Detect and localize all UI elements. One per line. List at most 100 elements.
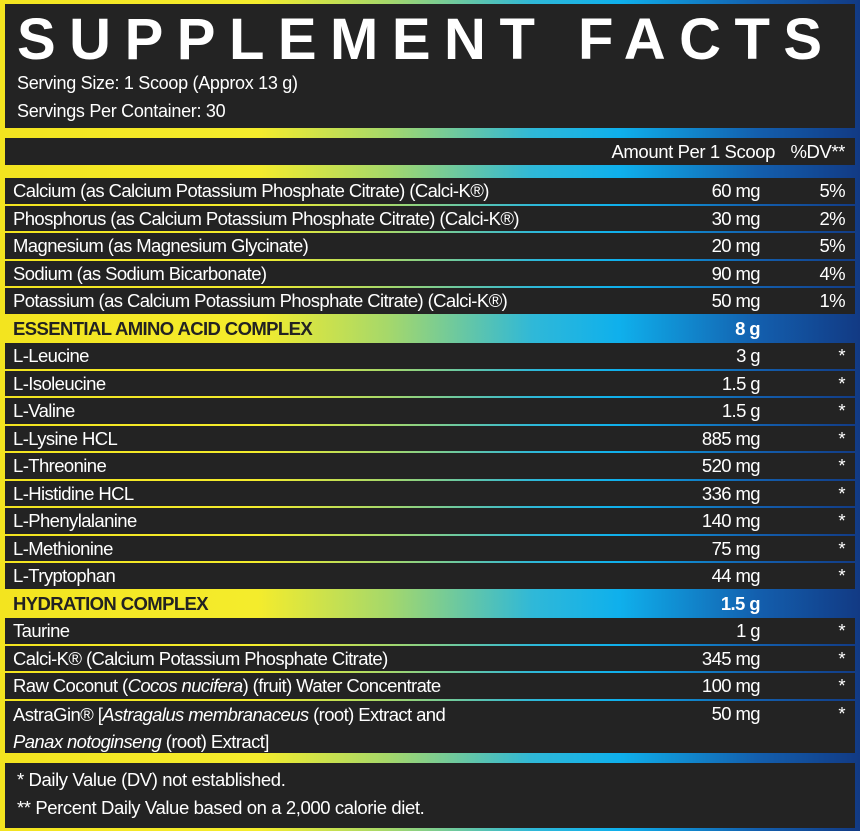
ingredient-name: AstraGin® [Astragalus membranaceus (root… (13, 701, 446, 755)
daily-value: * (838, 345, 845, 366)
amount: 1 g (736, 620, 761, 641)
amount: 44 mg (711, 565, 761, 586)
ingredient-name: Calci-K® (Calcium Potassium Phosphate Ci… (13, 646, 388, 672)
amount: 90 mg (711, 262, 761, 284)
dv-header: %DV** (790, 141, 845, 162)
daily-value: * (838, 675, 845, 696)
amount: 885 mg (701, 427, 761, 449)
latin-name: Cocos nucifera (127, 675, 244, 696)
amount-header: Amount Per 1 Scoop (611, 141, 775, 162)
ingredient-name: Calcium (as Calcium Potassium Phosphate … (13, 178, 489, 204)
amount: 1.5 g (721, 372, 761, 394)
name-segment: Magnesium (as Magnesium Glycinate) (13, 235, 309, 256)
daily-value: * (838, 400, 845, 421)
table-row: Calci-K® (Calcium Potassium Phosphate Ci… (5, 645, 855, 672)
table-row: Magnesium (as Magnesium Glycinate) 20 mg 5… (5, 233, 855, 259)
ingredient-name: Phosphorus (as Calcium Potassium Phospha… (13, 206, 520, 232)
name-segment: (root) Extract] (161, 730, 270, 752)
daily-value: 1% (819, 290, 845, 311)
table-row: L-Methionine 75 mg * (5, 535, 855, 562)
ingredient-name: Taurine (13, 618, 70, 644)
latin-name: Astragalus membranaceus (102, 703, 309, 725)
ingredient-name: L-Threonine (13, 453, 107, 479)
ingredient-name: L-Phenylalanine (13, 508, 137, 534)
name-segment: (root) Extract and (308, 703, 446, 725)
amount: 336 mg (701, 482, 761, 504)
table-row: L-Histidine HCL 336 mg * (5, 480, 855, 507)
name-segment: L-Leucine (13, 345, 89, 366)
latin-name: Panax notoginseng (13, 730, 162, 752)
column-header: Amount Per 1 Scoop %DV** (5, 138, 855, 165)
amount: 1.5 g (721, 400, 761, 421)
name-segment: Taurine (13, 620, 70, 641)
amount: 75 mg (711, 537, 761, 559)
name-segment: ) (fruit) Water Concentrate (242, 675, 442, 696)
name-segment: L-Threonine (13, 455, 107, 476)
daily-value: 4% (819, 262, 845, 284)
footnotes: * Daily Value (DV) not established. ** P… (5, 763, 855, 828)
amount: 60 mg (711, 180, 761, 201)
ingredient-name: L-Tryptophan (13, 563, 116, 589)
amount: 345 mg (701, 647, 761, 669)
name-segment: Phosphorus (as Calcium Potassium Phospha… (13, 207, 520, 229)
table-row: AstraGin® [Astragalus membranaceus (root… (5, 700, 855, 755)
amount: 140 mg (701, 510, 761, 531)
section-amount: 8 g (735, 317, 761, 339)
amount: 30 mg (711, 207, 761, 229)
ingredient-name: L-Valine (13, 398, 75, 424)
name-segment: Calcium (as Calcium Potassium Phosphate … (13, 180, 489, 201)
section-title: HYDRATION COMPLEX (13, 592, 209, 614)
table-row: Taurine 1 g * (5, 618, 855, 644)
amount: 100 mg (701, 675, 761, 696)
name-segment: Sodium (as Sodium Bicarbonate) (13, 262, 267, 284)
table-row: L-Valine 1.5 g * (5, 398, 855, 424)
daily-value: * (838, 482, 845, 504)
daily-value: 5% (819, 180, 845, 201)
section-title: ESSENTIAL AMINO ACID COMPLEX (13, 317, 313, 339)
daily-value: * (838, 372, 845, 394)
section-amount: 1.5 g (720, 592, 761, 614)
daily-value: * (838, 647, 845, 669)
ingredient-name: L-Isoleucine (13, 371, 106, 397)
ingredient-name: L-Methionine (13, 536, 113, 562)
name-segment: L-Methionine (13, 537, 113, 559)
name-segment: L-Valine (13, 400, 75, 421)
daily-value: * (838, 510, 845, 531)
table-row: L-Lysine HCL 885 mg * (5, 425, 855, 451)
ingredient-name: Potassium (as Calcium Potassium Phosphat… (13, 288, 508, 314)
name-segment: L-Phenylalanine (13, 510, 137, 531)
table-row: Potassium (as Calcium Potassium Phosphat… (5, 288, 855, 314)
serving-size: Serving Size: 1 Scoop (Approx 13 g) (17, 73, 298, 93)
daily-value: 2% (819, 207, 845, 229)
daily-value: * (838, 427, 845, 449)
title-box: SUPPLEMENT FACTS Serving Size: 1 Scoop (… (5, 4, 855, 128)
footnote: ** Percent Daily Value based on a 2,000 … (17, 797, 425, 818)
table-row: Sodium (as Sodium Bicarbonate) 90 mg 4% (5, 260, 855, 286)
amount: 50 mg (711, 290, 761, 311)
daily-value: * (838, 565, 845, 586)
ingredient-name: L-Histidine HCL (13, 481, 134, 507)
ingredient-name: L-Leucine (13, 343, 89, 369)
daily-value: * (838, 620, 845, 641)
daily-value: * (838, 537, 845, 559)
table-row: Phosphorus (as Calcium Potassium Phospha… (5, 205, 855, 232)
table-row: L-Leucine 3 g * (5, 343, 855, 369)
name-segment: L-Tryptophan (13, 565, 116, 586)
daily-value: * (838, 702, 845, 724)
table-row: L-Isoleucine 1.5 g * (5, 370, 855, 397)
footnote: * Daily Value (DV) not established. (17, 769, 286, 790)
ingredient-name: Raw Coconut (Cocos nucifera) (fruit) Wat… (13, 673, 441, 699)
daily-value: 5% (819, 235, 845, 256)
name-segment: L-Isoleucine (13, 372, 106, 394)
name-segment: AstraGin® [ (13, 703, 103, 725)
amount: 3 g (736, 345, 761, 366)
amount: 520 mg (701, 455, 761, 476)
name-segment: Potassium (as Calcium Potassium Phosphat… (13, 290, 508, 311)
servings-per-container: Servings Per Container: 30 (17, 101, 226, 121)
page-title: SUPPLEMENT FACTS (17, 7, 836, 72)
table-row: L-Phenylalanine 140 mg * (5, 508, 855, 534)
table-row: L-Threonine 520 mg * (5, 453, 855, 479)
amount: 50 mg (711, 702, 761, 724)
table-row: Calcium (as Calcium Potassium Phosphate … (5, 178, 855, 204)
